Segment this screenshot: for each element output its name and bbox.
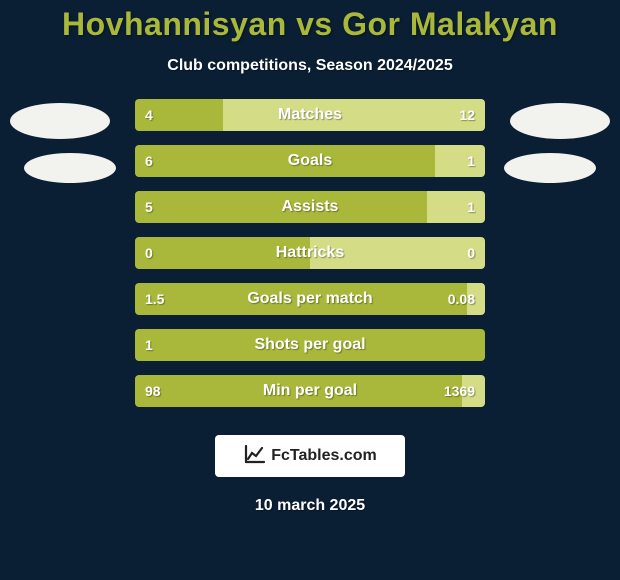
stats-area: Matches412 Goals61 Assists51 Hattricks00 Goa… (0, 99, 620, 419)
brand-badge: FcTables.com (215, 435, 405, 477)
chart-icon (243, 442, 267, 471)
stat-bars: Matches412 Goals61 Assists51 Hattricks00 Goa… (135, 99, 485, 421)
stat-row: Shots per goal1 (135, 329, 485, 361)
stat-row: Matches412 (135, 99, 485, 131)
stat-row: Goals per match1.50.08 (135, 283, 485, 315)
stat-row: Hattricks00 (135, 237, 485, 269)
stat-row: Goals61 (135, 145, 485, 177)
brand-text: FcTables.com (271, 447, 377, 465)
page-title: Hovhannisyan vs Gor Malakyan (0, 6, 620, 43)
stat-row: Min per goal981369 (135, 375, 485, 407)
subtitle: Club competitions, Season 2024/2025 (0, 57, 620, 75)
date-label: 10 march 2025 (0, 497, 620, 515)
comparison-card: Hovhannisyan vs Gor Malakyan Club compet… (0, 0, 620, 580)
stat-row: Assists51 (135, 191, 485, 223)
player1-avatar-placeholder-2 (24, 153, 116, 183)
player2-avatar-placeholder-2 (504, 153, 596, 183)
player1-avatar-placeholder-1 (10, 103, 110, 139)
player2-avatar-placeholder-1 (510, 103, 610, 139)
